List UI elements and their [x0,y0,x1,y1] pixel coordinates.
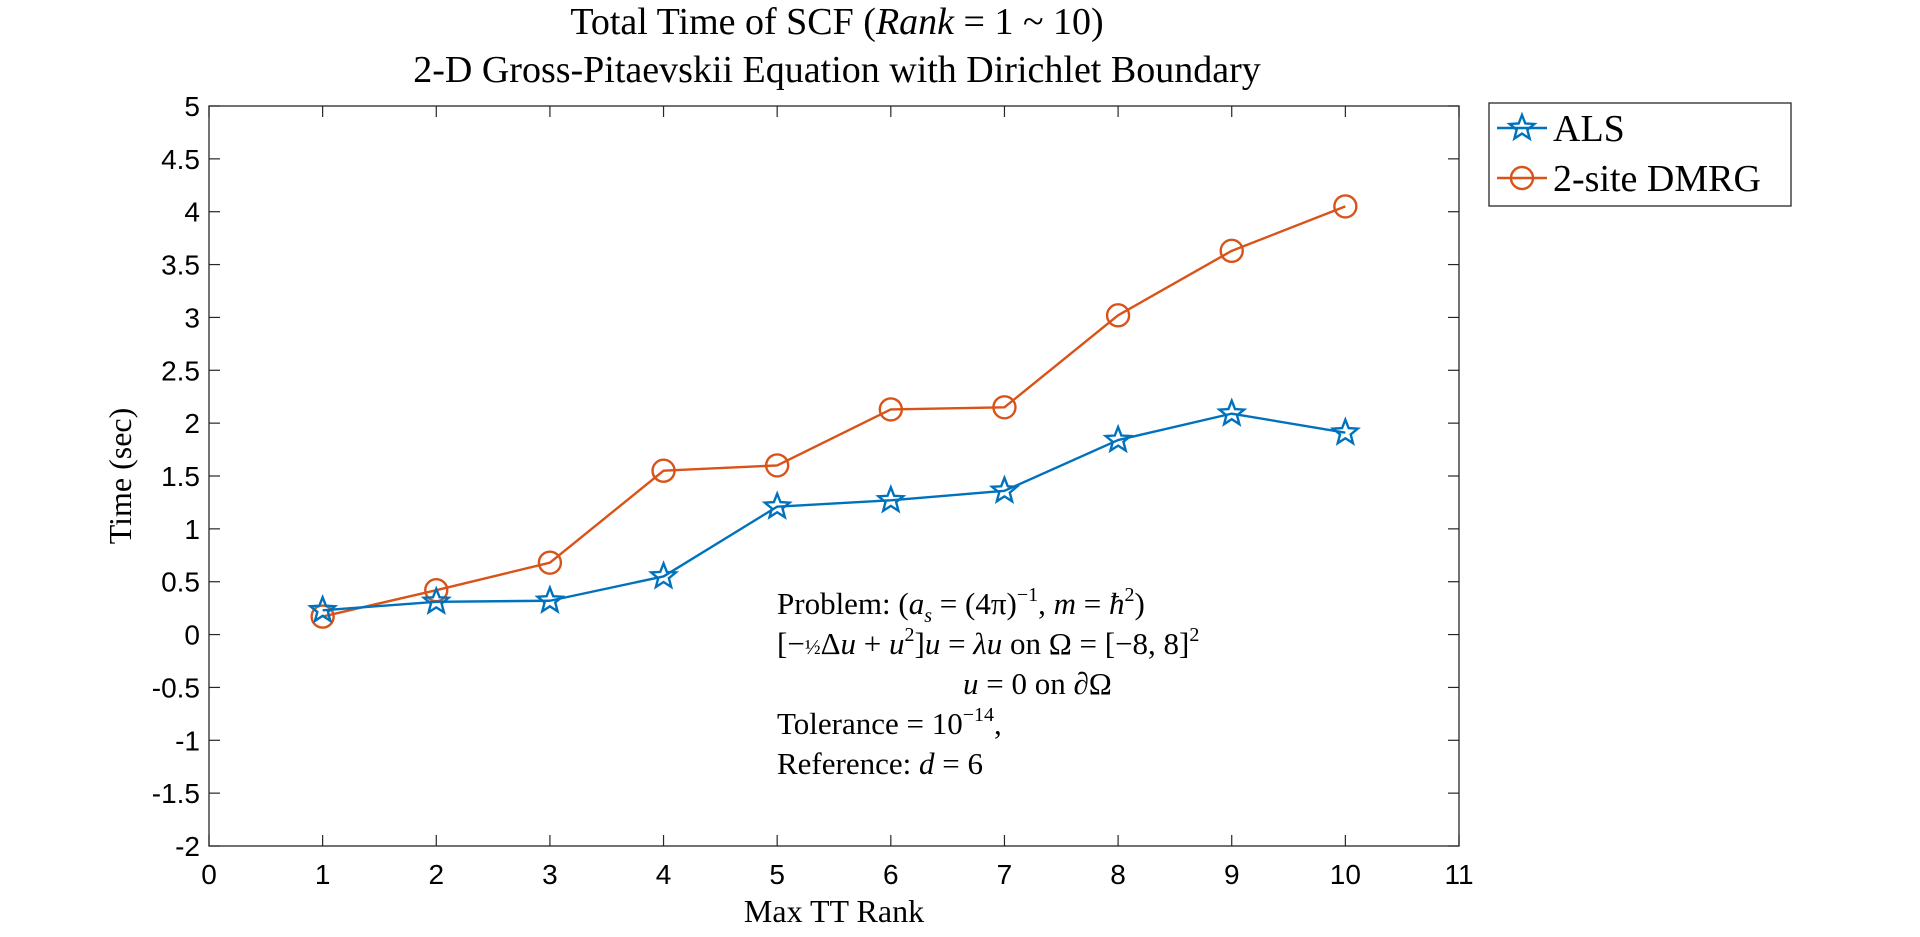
x-tick-label: 3 [542,859,558,890]
series-2-site-dmrg [310,194,1358,629]
y-tick-label: 1.5 [161,461,200,492]
data-point-2-site-dmrg [992,395,1017,420]
annotation-line-problem: Problem: (as = (4π)−1, m = ħ2) [777,584,1145,627]
legend-marker [1509,165,1535,191]
data-point-als [648,560,680,590]
y-tick-label: 3 [184,302,200,333]
data-point-als [1102,423,1134,454]
data-point-2-site-dmrg [310,604,335,629]
y-tick-label: 2 [184,408,200,439]
y-tick-label: 4.5 [161,144,200,175]
x-tick-label: 5 [769,859,785,890]
annotation-line-reference: Reference: d = 6 [777,746,983,781]
x-tick-label: 4 [656,859,672,890]
problem-annotation: Problem: (as = (4π)−1, m = ħ2) [−½Δu + u… [777,584,1199,781]
x-tick-label: 9 [1224,859,1240,890]
legend-marker [1506,111,1538,142]
y-tick-label: -0.5 [152,672,200,703]
y-tick-label: 1 [184,514,200,545]
data-point-als [988,474,1020,505]
series-line-als [322,412,1346,612]
legend-item-als: ALS [1497,108,1625,150]
y-tick-label: -1 [175,725,200,756]
x-tick-label: 1 [315,859,331,890]
data-point-2-site-dmrg [651,458,676,483]
legend: ALS 2-site DMRG [1488,102,1792,207]
y-tick-label: -1.5 [152,778,200,809]
legend-label: 2-site DMRG [1553,158,1761,200]
data-point-als [1216,397,1248,427]
data-point-als [1329,416,1361,446]
x-axis-label: Max TT Rank [744,893,924,929]
y-tick-label: 5 [184,91,200,122]
y-tick-label: 0 [184,620,200,651]
x-tick-label: 7 [997,859,1013,890]
y-tick-label: 0.5 [161,567,200,598]
data-point-als [875,483,907,514]
legend-item-2-site-dmrg: 2-site DMRG [1497,158,1761,200]
y-axis-label: Time (sec) [102,408,138,545]
legend-label: ALS [1553,108,1625,150]
series-layer [307,194,1361,629]
y-tick-label: -2 [175,831,200,862]
data-point-2-site-dmrg [1219,238,1244,264]
y-tick-label: 2.5 [161,355,200,386]
x-tick-label: 2 [428,859,444,890]
series-als [307,397,1361,624]
annotation-line-equation: [−½Δu + u2]u = λu on Ω = [−8, 8]2 [777,624,1199,661]
y-tick-label: 3.5 [161,250,200,281]
x-tick-label: 11 [1444,859,1473,890]
chart-title: Total Time of SCF (Rank = 1 ~ 10) [570,1,1103,43]
data-point-2-site-dmrg [537,550,563,575]
data-point-2-site-dmrg [764,453,790,478]
series-line-2-site-dmrg [322,205,1346,618]
data-point-2-site-dmrg [1333,194,1358,219]
x-tick-label: 6 [883,859,899,890]
data-point-als [761,490,793,520]
annotation-line-tolerance: Tolerance = 10−14, [777,704,1002,741]
plot-area-frame [208,105,1460,847]
x-tick-label: 0 [201,859,217,890]
data-point-2-site-dmrg [1105,303,1131,328]
x-axis: 0 1 2 3 4 5 6 7 8 9 10 11 [201,106,1474,890]
x-tick-label: 8 [1110,859,1126,890]
legend-box [1488,102,1792,207]
data-point-2-site-dmrg [878,397,904,422]
data-point-als [534,584,566,614]
data-point-als [307,593,339,624]
chart-subtitle: 2-D Gross-Pitaevskii Equation with Diric… [413,49,1261,91]
annotation-line-boundary: u = 0 on ∂Ω [963,666,1112,701]
y-tick-label: 4 [184,197,200,228]
x-tick-label: 10 [1330,859,1361,890]
data-point-als [420,585,452,616]
y-axis: -2 -1.5 -1 -0.5 0 0.5 1 1.5 2 2.5 3 3.5 4 4.5 5 [152,91,1459,862]
